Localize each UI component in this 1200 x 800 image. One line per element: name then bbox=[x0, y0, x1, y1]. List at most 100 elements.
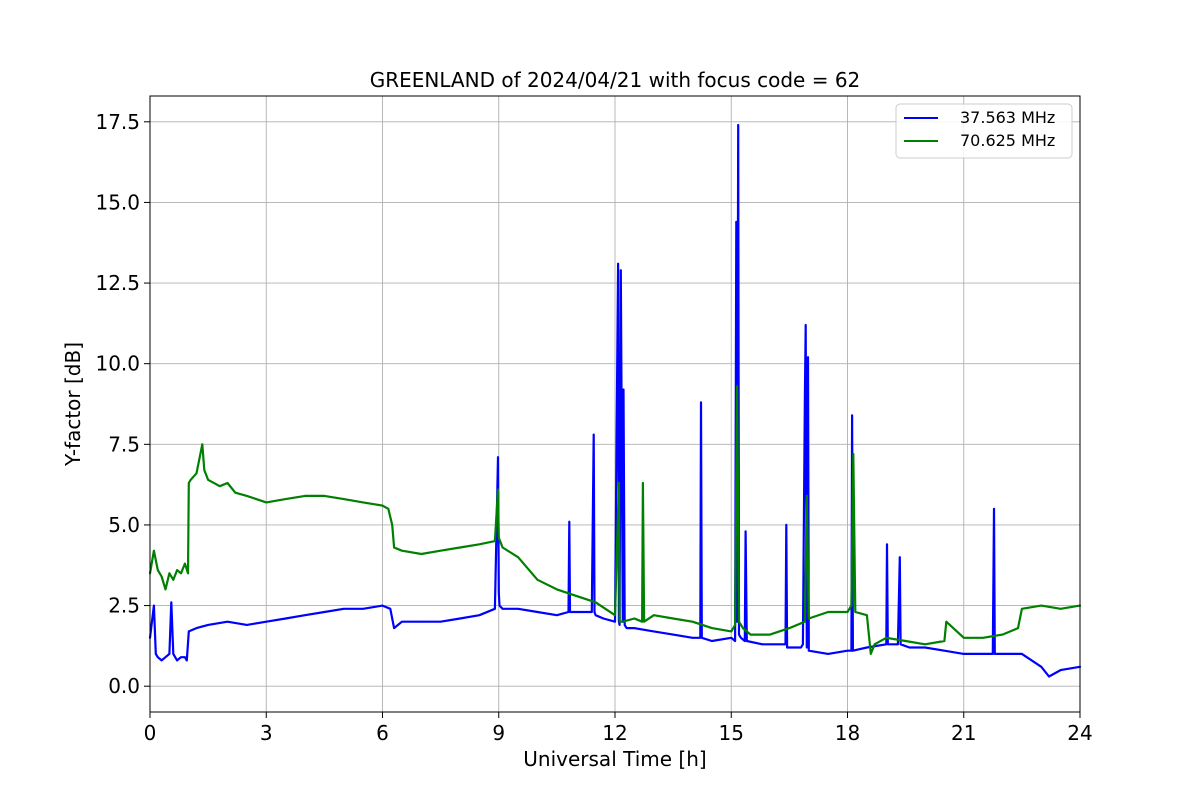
data-point bbox=[800, 646, 802, 649]
data-point bbox=[594, 601, 597, 604]
data-point bbox=[738, 620, 740, 623]
data-point bbox=[207, 624, 209, 626]
data-point bbox=[234, 491, 237, 494]
data-point bbox=[866, 646, 868, 649]
data-point bbox=[730, 630, 733, 633]
data-point bbox=[850, 604, 853, 607]
data-point bbox=[401, 549, 403, 552]
data-point bbox=[641, 620, 643, 623]
data-point bbox=[575, 595, 578, 597]
data-point bbox=[1001, 653, 1004, 655]
data-point bbox=[172, 579, 175, 581]
data-point bbox=[501, 608, 504, 610]
data-point bbox=[808, 617, 810, 620]
data-point bbox=[189, 479, 192, 481]
data-point bbox=[203, 469, 206, 471]
data-point bbox=[1017, 627, 1019, 629]
data-point bbox=[168, 653, 171, 655]
data-point bbox=[494, 608, 496, 610]
data-point bbox=[617, 262, 619, 265]
data-point bbox=[497, 488, 499, 491]
data-point bbox=[614, 614, 616, 616]
data-point bbox=[1001, 633, 1004, 636]
data-point bbox=[157, 569, 159, 571]
data-point bbox=[1059, 669, 1062, 671]
data-point bbox=[852, 649, 854, 652]
y-axis-label: Y-factor [dB] bbox=[61, 342, 85, 467]
data-point bbox=[994, 653, 996, 655]
data-point bbox=[908, 646, 911, 649]
data-point bbox=[246, 624, 248, 626]
data-point bbox=[401, 620, 403, 623]
data-point bbox=[963, 653, 965, 655]
data-point bbox=[735, 221, 738, 223]
data-point bbox=[643, 620, 645, 623]
data-point bbox=[761, 643, 764, 646]
data-point bbox=[439, 620, 442, 623]
data-point bbox=[265, 501, 268, 504]
y-tick-label: 7.5 bbox=[108, 432, 140, 456]
data-point bbox=[852, 453, 855, 455]
data-point bbox=[982, 637, 984, 639]
data-point bbox=[184, 562, 186, 565]
data-point bbox=[592, 433, 595, 436]
data-point bbox=[618, 482, 620, 484]
data-point bbox=[517, 608, 519, 610]
data-point bbox=[1040, 604, 1043, 607]
data-point bbox=[389, 608, 392, 610]
data-point bbox=[498, 591, 500, 594]
data-point bbox=[691, 620, 694, 623]
data-point bbox=[742, 627, 744, 629]
y-tick-label: 17.5 bbox=[95, 110, 140, 134]
data-point bbox=[804, 324, 807, 326]
data-point bbox=[982, 653, 984, 655]
data-point bbox=[393, 627, 395, 629]
data-point bbox=[478, 543, 481, 546]
data-point bbox=[851, 414, 853, 417]
data-point bbox=[284, 498, 287, 500]
data-point bbox=[393, 546, 395, 549]
x-tick-label: 9 bbox=[492, 721, 505, 745]
data-point bbox=[188, 482, 190, 484]
x-tick-label: 21 bbox=[951, 721, 976, 745]
data-point bbox=[804, 395, 806, 397]
legend-label-37563: 37.563 MHz bbox=[960, 108, 1055, 127]
data-point bbox=[736, 620, 738, 623]
data-point bbox=[575, 611, 578, 613]
data-point bbox=[536, 611, 539, 613]
data-point bbox=[391, 524, 394, 526]
legend: 37.563 MHz 70.625 MHz bbox=[895, 103, 1073, 159]
data-point bbox=[420, 553, 423, 555]
data-point bbox=[736, 385, 738, 388]
data-point bbox=[387, 508, 390, 510]
x-tick-label: 0 bbox=[144, 721, 157, 745]
data-point bbox=[323, 611, 326, 613]
data-point bbox=[886, 543, 888, 546]
data-point bbox=[738, 633, 740, 636]
data-point bbox=[184, 656, 186, 658]
data-point bbox=[201, 443, 204, 446]
data-point bbox=[625, 627, 628, 629]
data-point bbox=[769, 633, 771, 636]
y-tick-label: 15.0 bbox=[95, 190, 140, 214]
data-point bbox=[672, 617, 674, 620]
data-point bbox=[746, 640, 748, 642]
data-point bbox=[620, 269, 622, 272]
data-point bbox=[701, 637, 703, 639]
data-point bbox=[343, 608, 345, 610]
data-point bbox=[176, 659, 178, 662]
data-point bbox=[420, 620, 423, 623]
data-point bbox=[699, 637, 702, 639]
data-point bbox=[497, 456, 499, 459]
series-line-37563-mhz bbox=[148, 123, 1082, 678]
data-point bbox=[785, 524, 788, 526]
y-tick-label: 12.5 bbox=[95, 271, 140, 295]
x-tick-label: 15 bbox=[719, 721, 744, 745]
data-point bbox=[924, 643, 926, 646]
data-point bbox=[614, 620, 616, 623]
data-point bbox=[1021, 653, 1023, 655]
data-point bbox=[622, 620, 624, 623]
data-point bbox=[246, 495, 248, 497]
data-point bbox=[226, 620, 229, 623]
